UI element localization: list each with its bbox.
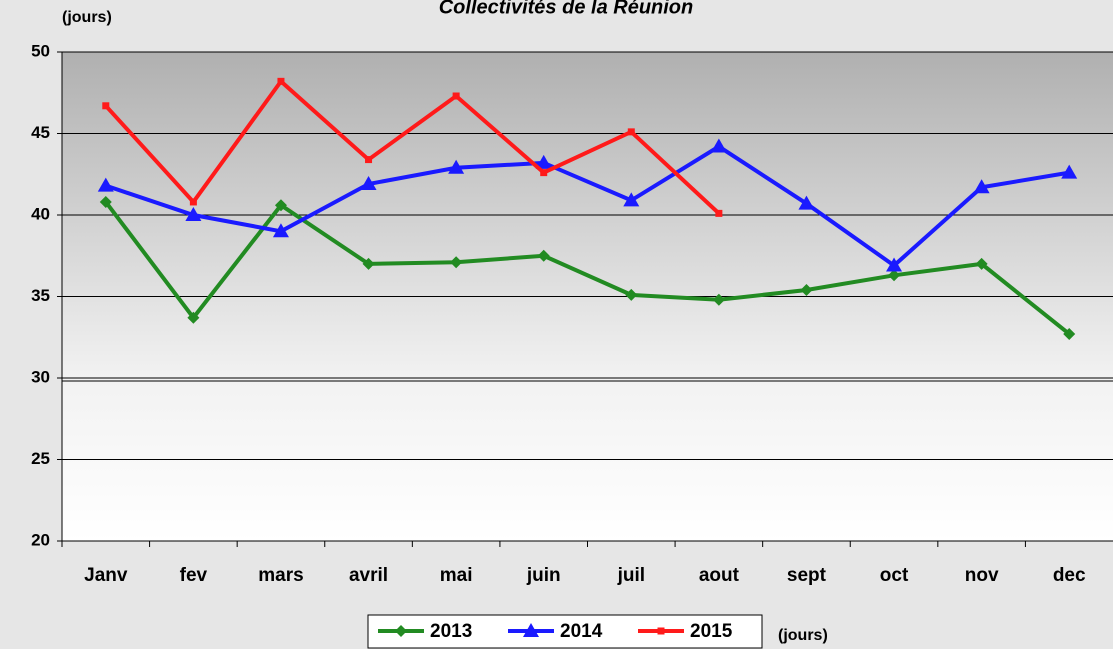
marker	[362, 257, 375, 270]
marker	[712, 293, 725, 306]
marker	[535, 154, 552, 169]
y-tick-label: 20	[31, 530, 50, 549]
marker	[99, 195, 112, 208]
legend-marker	[657, 627, 665, 635]
x-tick-label: mars	[258, 565, 303, 586]
marker	[277, 77, 285, 85]
marker	[452, 92, 460, 100]
marker	[450, 256, 463, 269]
marker	[274, 199, 287, 212]
y-tick-label: 40	[31, 204, 50, 223]
marker	[448, 159, 465, 174]
series-line	[104, 200, 1071, 336]
legend-label: 2015	[690, 621, 733, 642]
x-tick-label: dec	[1053, 565, 1086, 586]
marker	[537, 249, 550, 262]
legend-label: 2013	[430, 621, 472, 642]
legend-label: 2014	[560, 621, 603, 642]
marker	[798, 195, 815, 210]
marker	[973, 179, 990, 194]
series-line	[104, 78, 721, 215]
marker	[623, 192, 640, 207]
x-tick-label: aout	[699, 565, 740, 586]
x-tick-label: sept	[787, 565, 827, 586]
chart-title: Collectivités de la Réunion	[439, 0, 694, 18]
marker	[272, 223, 289, 238]
marker	[540, 169, 548, 177]
x-tick-label: nov	[965, 565, 999, 586]
y-tick-label: 25	[31, 449, 50, 468]
marker	[888, 269, 901, 282]
marker	[97, 177, 114, 192]
marker	[625, 288, 638, 301]
marker	[1061, 164, 1078, 179]
x-tick-label: oct	[880, 565, 909, 586]
x-tick-label: avril	[349, 565, 388, 586]
x-tick-label: juin	[526, 565, 561, 586]
marker	[360, 176, 377, 191]
marker	[710, 138, 727, 153]
marker	[102, 102, 110, 110]
legend-box	[367, 614, 763, 649]
y-axis-unit: (jours)	[62, 9, 112, 26]
y-tick-label: 50	[31, 41, 50, 60]
x-tick-label: fev	[180, 565, 208, 586]
series-line	[105, 144, 1070, 269]
marker	[975, 257, 988, 270]
legend-marker	[523, 623, 539, 637]
marker	[365, 156, 373, 164]
x-tick-label: mai	[440, 565, 473, 586]
marker	[715, 209, 723, 217]
x-tick-label: juil	[617, 565, 645, 586]
y-tick-label: 45	[31, 123, 50, 142]
marker	[1063, 327, 1076, 340]
marker	[886, 257, 903, 272]
y-tick-label: 35	[31, 286, 50, 305]
marker	[185, 207, 202, 221]
marker	[800, 283, 813, 296]
x-tick-label: Janv	[84, 565, 128, 586]
legend: 2013 2014 2015	[367, 614, 763, 649]
marker	[189, 198, 197, 206]
legend-marker	[395, 625, 407, 637]
y-tick-label: 30	[31, 367, 50, 386]
marker	[627, 128, 635, 136]
legend-unit: (jours)	[778, 627, 828, 644]
marker	[187, 311, 200, 324]
